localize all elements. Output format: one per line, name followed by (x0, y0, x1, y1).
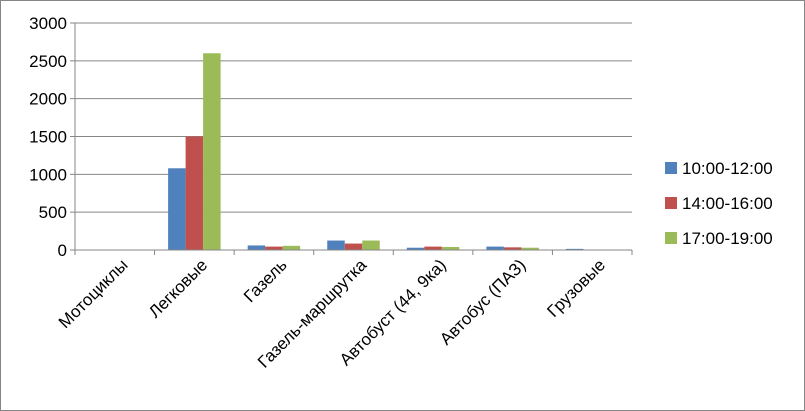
legend-label: 14:00-16:00 (682, 194, 773, 213)
legend-label: 10:00-12:00 (682, 159, 773, 178)
y-tick-label: 3000 (29, 14, 67, 33)
bar (362, 240, 380, 250)
bar (503, 247, 522, 250)
x-category-label: Грузовые (543, 255, 609, 321)
legend-label: 17:00-19:00 (682, 229, 773, 248)
x-category-label: Легковые (145, 255, 211, 321)
bar (344, 243, 363, 250)
y-tick-label: 1000 (29, 165, 67, 184)
y-tick-label: 0 (58, 241, 67, 260)
bar (441, 246, 460, 250)
bar (521, 247, 539, 250)
bar (282, 245, 301, 250)
x-category-label: Газель (240, 255, 291, 306)
y-tick-label: 2000 (29, 90, 67, 109)
bar (168, 168, 186, 250)
legend-swatch (665, 162, 677, 174)
legend-swatch (665, 232, 677, 244)
bar (406, 247, 425, 250)
y-tick-label: 1500 (29, 128, 67, 147)
legend-swatch (665, 197, 677, 209)
y-tick-label: 2500 (29, 52, 67, 71)
y-tick-label: 500 (39, 203, 67, 222)
bar (424, 246, 442, 250)
bar (265, 246, 283, 250)
x-category-label: Автобус (ПАЗ) (436, 255, 529, 348)
bar (565, 248, 584, 250)
bar (486, 246, 504, 250)
bar (327, 240, 345, 250)
x-category-label: Мотоциклы (55, 255, 132, 332)
bar (203, 53, 221, 251)
bar (185, 136, 204, 250)
bar (247, 245, 266, 250)
